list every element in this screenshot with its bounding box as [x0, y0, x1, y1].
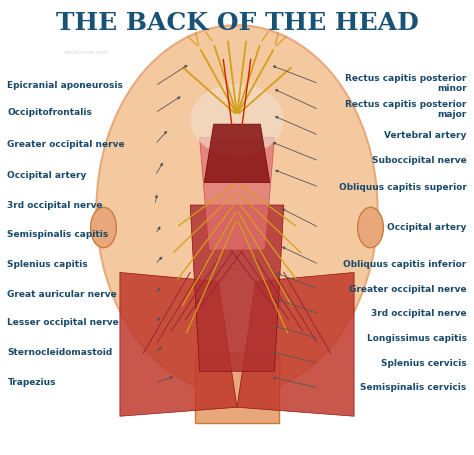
- Text: Rectus capitis posterior
minor: Rectus capitis posterior minor: [345, 74, 466, 93]
- Text: Occipitofrontalis: Occipitofrontalis: [8, 108, 92, 117]
- Text: Rectus capitis posterior
major: Rectus capitis posterior major: [345, 100, 466, 120]
- Text: Sternocleidomastoid: Sternocleidomastoid: [8, 348, 113, 357]
- Ellipse shape: [190, 84, 284, 156]
- Ellipse shape: [91, 207, 117, 248]
- Ellipse shape: [97, 25, 377, 394]
- Text: Great auricular nerve: Great auricular nerve: [8, 289, 117, 298]
- Text: Longissimus capitis: Longissimus capitis: [366, 334, 466, 343]
- Polygon shape: [237, 273, 354, 416]
- Text: Lesser occipital nerve: Lesser occipital nerve: [8, 318, 119, 327]
- Text: 3rd occipital nerve: 3rd occipital nerve: [371, 309, 466, 318]
- Text: Semispinalis cervicis: Semispinalis cervicis: [360, 384, 466, 393]
- Text: Obliquus capitis superior: Obliquus capitis superior: [338, 182, 466, 192]
- Text: Occipital artery: Occipital artery: [387, 223, 466, 232]
- Polygon shape: [190, 205, 284, 371]
- Text: THE BACK OF THE HEAD: THE BACK OF THE HEAD: [55, 11, 419, 35]
- Text: Splenius capitis: Splenius capitis: [8, 260, 88, 269]
- Text: Occipital artery: Occipital artery: [8, 172, 87, 180]
- Text: Semispinalis capitis: Semispinalis capitis: [8, 230, 109, 239]
- Ellipse shape: [357, 207, 383, 248]
- Text: Vertebral artery: Vertebral artery: [384, 131, 466, 140]
- Polygon shape: [200, 137, 274, 250]
- Text: vectormine.com: vectormine.com: [64, 50, 109, 55]
- Text: Splenius cervicis: Splenius cervicis: [381, 359, 466, 368]
- Polygon shape: [195, 354, 279, 423]
- Polygon shape: [204, 124, 270, 182]
- Text: 3rd occipital nerve: 3rd occipital nerve: [8, 201, 103, 210]
- Text: Suboccipital nerve: Suboccipital nerve: [372, 157, 466, 166]
- Text: Obliquus capitis inferior: Obliquus capitis inferior: [343, 260, 466, 269]
- Text: Epicranial aponeurosis: Epicranial aponeurosis: [8, 81, 123, 91]
- Text: Greater occipital nerve: Greater occipital nerve: [349, 284, 466, 293]
- Polygon shape: [120, 273, 237, 416]
- Text: Greater occipital nerve: Greater occipital nerve: [8, 140, 125, 149]
- Text: Trapezius: Trapezius: [8, 378, 56, 387]
